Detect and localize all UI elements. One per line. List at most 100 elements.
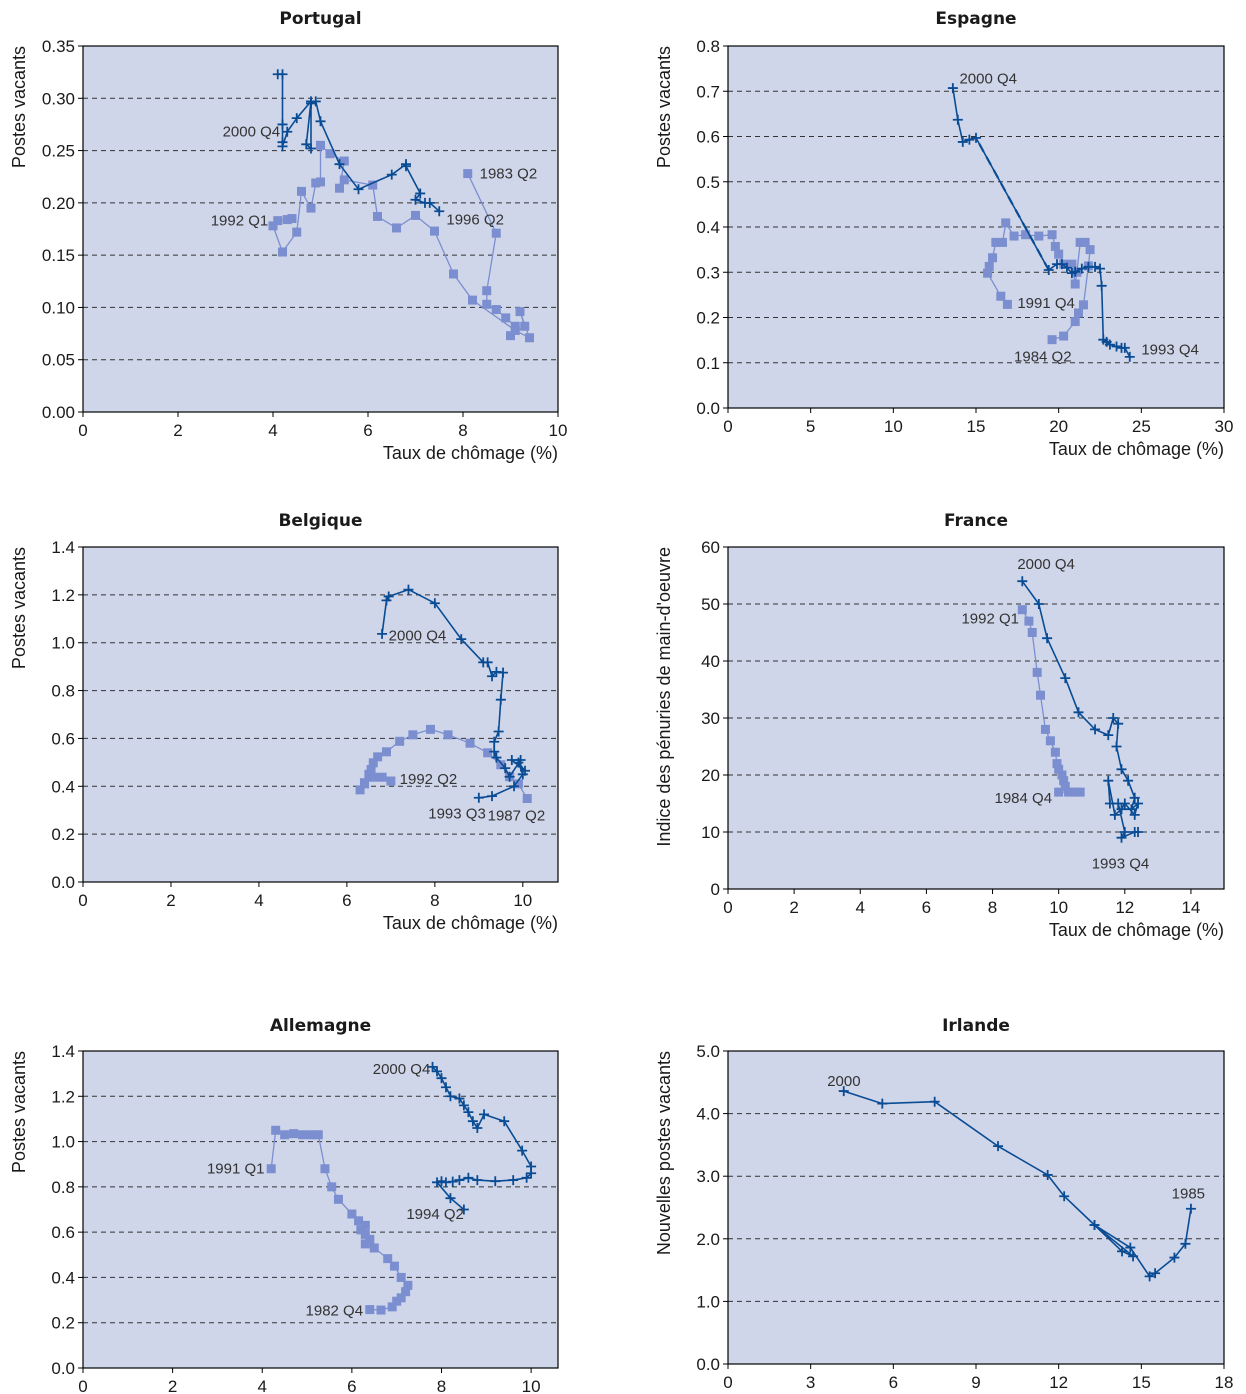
data-point-square bbox=[501, 313, 511, 323]
point-annotation: 1991 Q1 bbox=[207, 1161, 265, 1178]
data-point-cross bbox=[454, 1093, 465, 1104]
y-tick-label: 0.0 bbox=[51, 1359, 75, 1378]
data-point-cross bbox=[1043, 264, 1054, 275]
data-point-square bbox=[282, 215, 292, 225]
data-point-cross bbox=[1116, 342, 1127, 353]
data-point-square bbox=[297, 186, 306, 196]
data-point-square bbox=[1047, 335, 1057, 345]
data-point-cross bbox=[495, 694, 506, 705]
x-tick-label: 15 bbox=[1132, 1373, 1151, 1392]
data-point-square bbox=[389, 1261, 399, 1271]
data-point-cross bbox=[490, 1176, 501, 1187]
data-point-cross bbox=[415, 188, 426, 199]
data-point-square bbox=[392, 223, 401, 233]
data-point-square bbox=[325, 149, 335, 159]
x-tick-label: 18 bbox=[1215, 1373, 1234, 1392]
data-point-cross bbox=[479, 1109, 490, 1120]
data-point-cross bbox=[1116, 804, 1127, 815]
data-point-square bbox=[983, 268, 993, 278]
plot-area-allemagne bbox=[83, 1051, 558, 1368]
data-point-square bbox=[1034, 231, 1044, 241]
data-point-square bbox=[1074, 308, 1084, 318]
data-point-square bbox=[996, 291, 1006, 301]
data-point-square bbox=[366, 765, 376, 775]
data-point-cross bbox=[334, 159, 345, 170]
y-tick-label: 3.0 bbox=[696, 1167, 720, 1186]
data-point-square bbox=[411, 210, 420, 220]
data-point-cross bbox=[429, 598, 440, 609]
data-point-square bbox=[316, 177, 325, 187]
data-point-square bbox=[506, 331, 515, 341]
data-point-cross bbox=[1111, 341, 1122, 352]
data-point-square bbox=[396, 1293, 406, 1303]
y-tick-label: 1.0 bbox=[51, 1133, 75, 1152]
data-point-cross bbox=[1150, 1268, 1161, 1279]
data-point-square bbox=[396, 1272, 406, 1282]
data-point-square bbox=[313, 1130, 323, 1140]
y-tick-label: 0.5 bbox=[696, 173, 720, 192]
data-point-cross bbox=[301, 139, 312, 150]
data-point-square bbox=[1021, 230, 1031, 240]
plot-frame bbox=[727, 45, 1225, 409]
y-axis-label: Nouvelles postes vacants bbox=[654, 1051, 674, 1255]
data-point-square bbox=[271, 1125, 281, 1135]
panel-irlande: 0.01.02.03.04.05.00369121518IrlandeTaux … bbox=[654, 1016, 1234, 1392]
data-point-cross bbox=[1108, 713, 1119, 723]
data-point-square bbox=[360, 1239, 370, 1249]
data-point-cross bbox=[436, 1176, 447, 1187]
plot-frame bbox=[82, 45, 559, 413]
data-point-square bbox=[368, 772, 378, 782]
data-point-square bbox=[1035, 690, 1045, 700]
data-point-cross bbox=[447, 1176, 458, 1187]
data-point-cross bbox=[506, 754, 517, 765]
data-point-square bbox=[365, 1305, 375, 1315]
data-point-square bbox=[1078, 300, 1088, 310]
data-point-cross bbox=[282, 126, 293, 137]
data-point-cross bbox=[487, 791, 498, 802]
panel-espagne: 0.0 0.1 0.2 0.3 0.4 0.5 0.6 0.7 0.8 0 5 10 15 20 25 30 E… bbox=[654, 9, 1233, 459]
y-tick-label: 10 bbox=[701, 823, 720, 842]
y-tick-label: 0.25 bbox=[42, 142, 75, 161]
data-point-square bbox=[520, 321, 530, 331]
x-tick-label: 10 bbox=[522, 1377, 541, 1394]
x-tick-label: 12 bbox=[1049, 1373, 1068, 1392]
chart-title: Belgique bbox=[278, 511, 362, 531]
data-point-cross bbox=[473, 792, 484, 803]
plot-area-belgique bbox=[83, 547, 558, 882]
data-point-cross bbox=[971, 132, 981, 143]
point-annotation: 2000 Q4 bbox=[389, 628, 447, 645]
data-point-cross bbox=[1060, 673, 1071, 684]
x-tick-label: 15 bbox=[967, 417, 986, 436]
y-tick-label: 0.1 bbox=[696, 354, 720, 373]
data-point-cross bbox=[436, 1073, 447, 1084]
y-axis-label: Indice des pénuries de main-d'oeuvre bbox=[654, 547, 674, 847]
x-tick-label: 2 bbox=[789, 898, 798, 917]
data-point-square bbox=[1054, 249, 1064, 259]
data-point-cross bbox=[1033, 599, 1044, 609]
data-point-square bbox=[1085, 245, 1095, 255]
data-point-cross bbox=[472, 1122, 483, 1133]
point-annotation: 1985 bbox=[1172, 1186, 1205, 1203]
data-point-cross bbox=[432, 1177, 443, 1188]
data-point-cross bbox=[306, 96, 316, 107]
y-tick-label: 0.35 bbox=[42, 37, 75, 56]
y-tick-label: 60 bbox=[701, 538, 720, 557]
point-annotation: 1992 Q1 bbox=[961, 610, 1019, 627]
chart-title: Espagne bbox=[935, 9, 1016, 29]
x-tick-label: 6 bbox=[363, 421, 372, 440]
data-point-cross bbox=[1073, 707, 1084, 718]
data-point-cross bbox=[1076, 263, 1087, 274]
data-point-square bbox=[306, 203, 316, 213]
data-point-cross bbox=[1059, 1191, 1070, 1202]
data-point-cross bbox=[432, 1066, 443, 1077]
x-tick-label: 9 bbox=[971, 1373, 980, 1392]
data-point-cross bbox=[463, 1172, 474, 1183]
data-point-square bbox=[311, 178, 321, 188]
x-tick-label: 8 bbox=[437, 1377, 446, 1394]
data-point-cross bbox=[515, 754, 526, 765]
x-tick-label: 5 bbox=[806, 417, 815, 436]
y-tick-label: 0.2 bbox=[51, 825, 75, 844]
data-point-square bbox=[298, 1130, 308, 1140]
data-point-square bbox=[327, 1182, 337, 1192]
